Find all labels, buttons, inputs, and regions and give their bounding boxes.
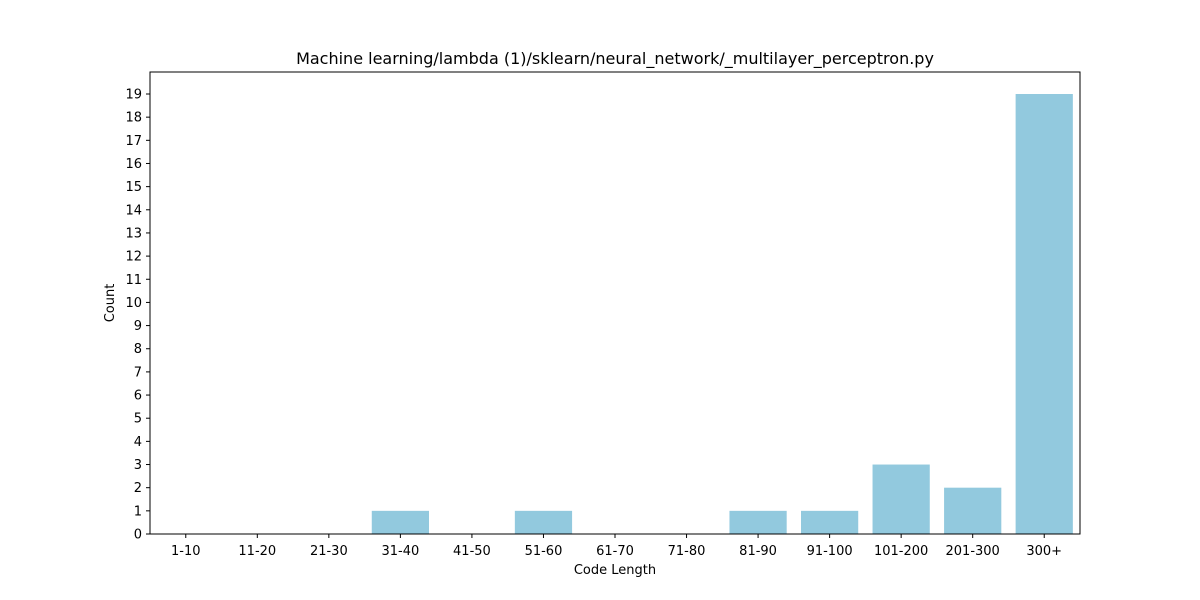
y-tick-label: 10 xyxy=(125,296,142,311)
y-tick-label: 12 xyxy=(125,250,142,265)
x-tick-label: 11-20 xyxy=(238,544,276,559)
plot-frame xyxy=(149,71,1081,535)
x-tick-label: 300+ xyxy=(1026,544,1062,559)
x-tick-label: 81-90 xyxy=(739,544,777,559)
y-tick-label: 6 xyxy=(134,389,142,404)
y-tick-label: 17 xyxy=(125,134,142,149)
bars-group xyxy=(371,94,1073,534)
bar-300+ xyxy=(1015,94,1073,534)
bar-81-90 xyxy=(729,510,787,534)
y-tick-label: 13 xyxy=(125,226,142,241)
bar-51-60 xyxy=(514,510,573,534)
y-tick-label: 11 xyxy=(125,273,142,288)
y-tick-label: 16 xyxy=(125,157,142,172)
y-tick-label: 19 xyxy=(125,88,142,103)
y-tick-label: 2 xyxy=(134,481,142,496)
y-tick-label: 18 xyxy=(125,111,142,126)
y-tick-label: 9 xyxy=(134,319,142,334)
y-tick-label: 0 xyxy=(134,528,142,543)
y-tick-label: 1 xyxy=(134,504,142,519)
x-tick-label: 61-70 xyxy=(596,544,634,559)
y-axis-label: Count xyxy=(103,284,118,323)
x-tick-label: 201-300 xyxy=(946,544,1000,559)
y-tick-label: 14 xyxy=(125,203,142,218)
y-tick-label: 8 xyxy=(134,342,142,357)
x-axis: 1-10 11-20 21-30 31-40 41-50 51-60 61-70 71-80 8… xyxy=(171,534,1062,559)
x-tick-label: 31-40 xyxy=(381,544,419,559)
bar-31-40 xyxy=(371,510,429,534)
y-tick-label: 15 xyxy=(125,180,142,195)
y-tick-label: 5 xyxy=(134,412,142,427)
y-tick-label: 3 xyxy=(134,458,142,473)
x-tick-label: 1-10 xyxy=(171,544,201,559)
x-axis-label: Code Length xyxy=(574,563,656,578)
y-tick-label: 7 xyxy=(134,365,142,380)
x-tick-label: 41-50 xyxy=(453,544,491,559)
chart-title: Machine learning/lambda (1)/sklearn/neur… xyxy=(296,49,934,69)
x-tick-label: 101-200 xyxy=(874,544,928,559)
y-tick-label: 4 xyxy=(134,435,142,450)
bar-201-300 xyxy=(944,487,1002,534)
x-tick-label: 91-100 xyxy=(807,544,853,559)
bar-101-200 xyxy=(872,464,930,534)
x-tick-label: 21-30 xyxy=(310,544,348,559)
x-tick-label: 71-80 xyxy=(668,544,706,559)
bar-91-100 xyxy=(801,510,859,534)
x-tick-label: 51-60 xyxy=(525,544,563,559)
